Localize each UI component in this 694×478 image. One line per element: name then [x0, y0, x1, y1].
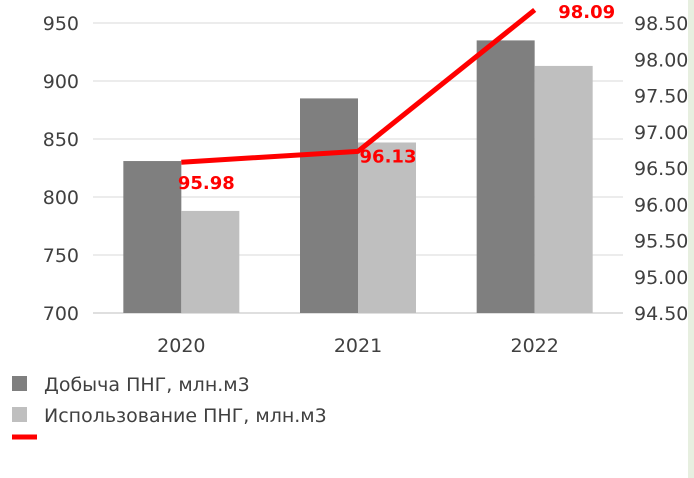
- right-tick-label: 96.50: [634, 158, 688, 180]
- right-tick-label: 95.50: [634, 231, 688, 253]
- bar: [358, 142, 416, 313]
- x-tick-label: 2021: [334, 335, 382, 357]
- right-tick-label: 94.50: [634, 303, 688, 325]
- right-tick-label: 98.00: [634, 49, 688, 71]
- left-tick-label: 700: [43, 303, 79, 325]
- left-tick-label: 850: [43, 129, 79, 151]
- x-tick-label: 2022: [510, 335, 558, 357]
- right-tick-label: 97.00: [634, 122, 688, 144]
- legend-label: Использование ПНГ, млн.м3: [44, 405, 327, 427]
- right-tick-label: 96.00: [634, 194, 688, 216]
- line-path: [181, 7, 537, 165]
- left-tick-label: 750: [43, 245, 79, 267]
- right-tick-label: 97.50: [634, 86, 688, 108]
- line-series: 95.98 96.13 98.09: [178, 2, 615, 194]
- legend-swatch: [12, 407, 27, 422]
- left-tick-label: 900: [43, 71, 79, 93]
- bar: [476, 40, 535, 314]
- legend: Добыча ПНГ, млн.м3 Использование ПНГ, млн…: [12, 374, 327, 440]
- x-tick-label: 2020: [157, 335, 205, 357]
- right-edge-strip: [688, 0, 694, 478]
- right-axis: 94.50 95.00 95.50 96.00 96.50 97.00 97.50 98.00…: [634, 13, 688, 325]
- left-axis: 700 750 800 850 900 950: [43, 13, 79, 325]
- data-label: 95.98: [178, 173, 235, 194]
- right-tick-label: 98.50: [634, 13, 688, 35]
- left-tick-label: 800: [43, 187, 79, 209]
- legend-swatch: [12, 376, 27, 391]
- right-tick-label: 95.00: [634, 267, 688, 289]
- bar: [300, 98, 358, 314]
- data-label: 96.13: [360, 146, 417, 167]
- legend-label: Добыча ПНГ, млн.м3: [44, 374, 250, 396]
- bar: [123, 161, 182, 313]
- bar: [181, 210, 240, 313]
- bar: [534, 65, 593, 313]
- left-tick-label: 950: [43, 13, 79, 35]
- x-axis: 2020 2021 2022: [157, 335, 559, 357]
- data-label: 98.09: [558, 2, 615, 23]
- bars: [123, 40, 593, 314]
